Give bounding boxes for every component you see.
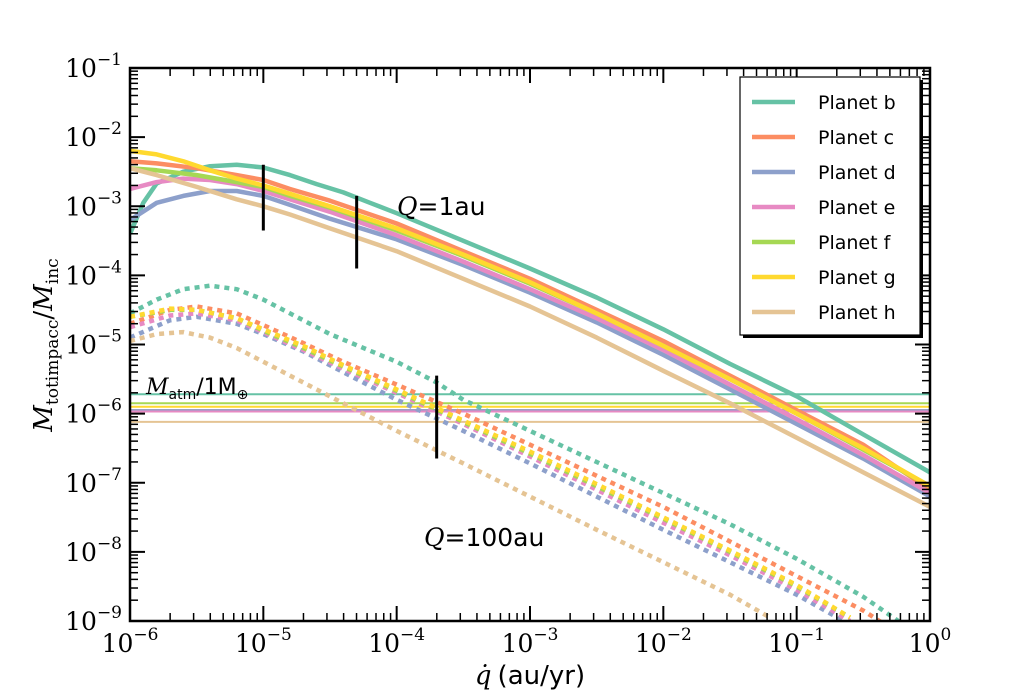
series-q100-planet-h: [130, 329, 772, 620]
x-tick-label: 10−6: [102, 625, 159, 658]
series-q100-planet-e: [130, 311, 852, 621]
y-axis-title: Mtotimpacc/Minc: [29, 258, 63, 432]
series-q100-planet-g: [130, 306, 852, 620]
axis-ticks: [130, 68, 930, 621]
series-q100-planet-c: [130, 304, 884, 621]
legend-label-planet-c: Planet c: [818, 127, 894, 149]
tick-labels: 10−6 10−5 10−4 10−3 10−2 10−1 100 10−9 10−8 10−7 1…: [65, 50, 951, 658]
y-tick-label: 10−6: [65, 396, 122, 429]
annotation-matm: Matm/1M⊕: [145, 375, 248, 403]
y-tick-label: 10−4: [65, 257, 122, 290]
x-axis-title: q̇ (au/yr): [475, 661, 585, 690]
x-tick-label: 10−5: [235, 625, 292, 658]
series-q100-planet-b: [130, 283, 903, 621]
legend: Planet b Planet c Planet d Planet e Planet f…: [739, 76, 923, 338]
series-q1-planet-h: [130, 166, 930, 509]
y-tick-label: 10−9: [65, 603, 122, 636]
y-tick-label: 10−3: [65, 188, 122, 221]
y-tick-label: 10−2: [65, 119, 122, 152]
series-q100-planet-d: [130, 314, 849, 621]
legend-label-planet-f: Planet f: [818, 232, 892, 254]
series-q1-planet-e: [130, 176, 930, 496]
x-tick-label: 100: [909, 625, 952, 658]
legend-label-planet-h: Planet h: [818, 302, 896, 324]
annotation-q-100au: Q=100au: [424, 523, 544, 552]
plot-lines: [130, 148, 930, 621]
plot-frame: [128, 66, 932, 623]
series-q1-planet-g: [130, 148, 930, 489]
annotation-q-1au: Q=1au: [397, 192, 486, 221]
x-tick-label: 10−1: [768, 625, 825, 658]
legend-label-planet-e: Planet e: [818, 197, 895, 219]
legend-label-planet-d: Planet d: [818, 162, 896, 184]
series-q1-planet-d: [130, 188, 930, 499]
y-tick-label: 10−5: [65, 327, 122, 360]
y-tick-label: 10−7: [65, 465, 122, 498]
y-tick-label: 10−1: [65, 50, 122, 83]
legend-label-planet-g: Planet g: [818, 267, 896, 289]
x-tick-label: 10−3: [502, 625, 559, 658]
legend-label-planet-b: Planet b: [818, 92, 896, 114]
x-tick-label: 10−2: [635, 625, 692, 658]
y-tick-label: 10−8: [65, 534, 122, 567]
x-tick-label: 10−4: [368, 625, 425, 658]
series-q100-planet-f: [130, 307, 852, 620]
